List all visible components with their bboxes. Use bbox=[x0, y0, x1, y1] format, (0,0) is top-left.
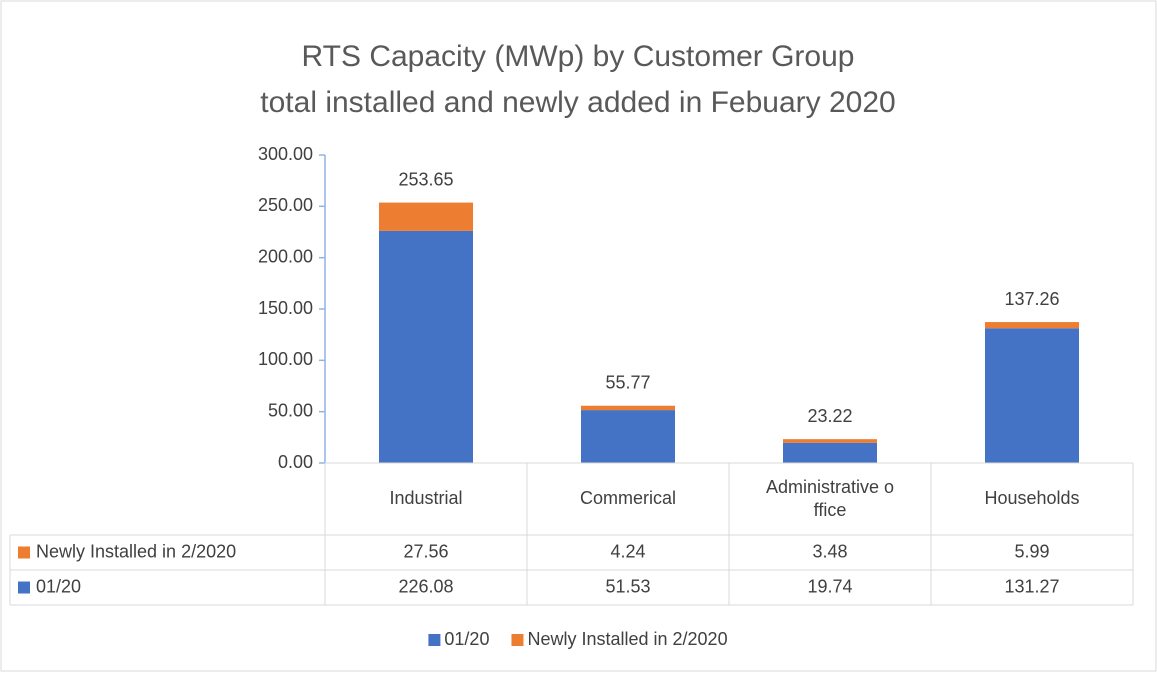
legend-label: Newly Installed in 2/2020 bbox=[527, 629, 727, 649]
row-label: 01/20 bbox=[36, 576, 81, 596]
y-tick-label: 200.00 bbox=[258, 246, 313, 266]
total-label: 55.77 bbox=[605, 372, 650, 392]
bar-segment bbox=[985, 322, 1079, 329]
legend-label: 01/20 bbox=[444, 629, 489, 649]
y-tick-label: 100.00 bbox=[258, 349, 313, 369]
table-value: 4.24 bbox=[610, 541, 645, 561]
bar-segment bbox=[379, 230, 473, 463]
y-tick-label: 150.00 bbox=[258, 298, 313, 318]
table-value: 51.53 bbox=[605, 576, 650, 596]
x-tick-label: Administrative office bbox=[765, 476, 895, 520]
bar-segment bbox=[379, 202, 473, 231]
y-tick-label: 50.00 bbox=[268, 400, 313, 420]
y-tick-label: 300.00 bbox=[258, 144, 313, 164]
legend: 01/20 Newly Installed in 2/2020 bbox=[428, 629, 728, 649]
chart-subtitle: total installed and newly added in Febua… bbox=[260, 86, 895, 119]
category-cell: Households bbox=[984, 488, 1080, 509]
row-label: Newly Installed in 2/2020 bbox=[36, 541, 236, 561]
y-tick-label: 0.00 bbox=[278, 452, 313, 472]
category-cell: Administrative office bbox=[765, 476, 895, 520]
total-label: 253.65 bbox=[398, 169, 453, 189]
table-value: 19.74 bbox=[807, 576, 852, 596]
table-value: 226.08 bbox=[398, 576, 453, 596]
total-label: 137.26 bbox=[1004, 289, 1059, 309]
table-value: 131.27 bbox=[1004, 576, 1059, 596]
x-tick-label: Industrial bbox=[389, 488, 463, 509]
bar-segment bbox=[783, 439, 877, 443]
total-label: 23.22 bbox=[807, 406, 852, 426]
table-value: 3.48 bbox=[812, 541, 847, 561]
bar-segment bbox=[783, 442, 877, 463]
legend-key bbox=[18, 546, 30, 559]
legend-swatch bbox=[511, 634, 524, 646]
bar-segment bbox=[581, 405, 675, 411]
x-tick-label: Households bbox=[984, 488, 1080, 509]
bar-segment bbox=[581, 410, 675, 463]
category-cell: Industrial bbox=[389, 488, 463, 509]
category-cell: Commerical bbox=[579, 488, 676, 509]
bar-segment bbox=[985, 328, 1079, 463]
x-tick-label: Commerical bbox=[579, 488, 676, 509]
table-value: 27.56 bbox=[403, 541, 448, 561]
table-value: 5.99 bbox=[1014, 541, 1049, 561]
chart-title: RTS Capacity (MWp) by Customer Group bbox=[302, 40, 855, 73]
y-tick-label: 250.00 bbox=[258, 195, 313, 215]
legend-key bbox=[18, 581, 30, 594]
legend-swatch bbox=[428, 634, 441, 646]
